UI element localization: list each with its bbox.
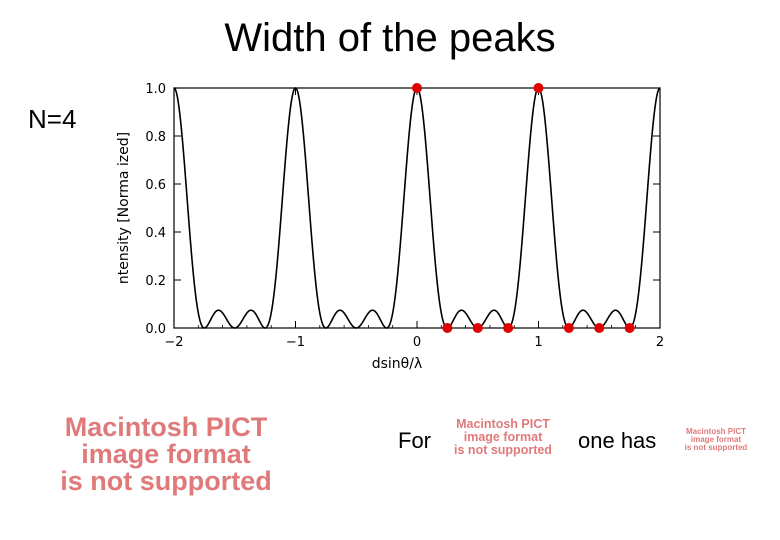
text-one-has: one has xyxy=(578,428,657,453)
pict-line-1: Macintosh PICT xyxy=(456,417,550,431)
y-tick-label: 0.8 xyxy=(145,130,166,145)
pict-line-2: image format xyxy=(463,430,543,445)
pict-line-1: Macintosh PICT xyxy=(64,412,268,442)
y-tick-label: 0.0 xyxy=(145,322,166,337)
red-marker xyxy=(563,323,574,333)
x-tick-label: −2 xyxy=(164,335,183,350)
red-marker xyxy=(624,323,635,333)
pict-line-3: is not supported xyxy=(60,466,272,496)
red-marker xyxy=(594,323,605,333)
plot-frame xyxy=(173,87,661,329)
pict-placeholder-small: Macintosh PICT image format is not suppo… xyxy=(674,428,758,452)
red-marker xyxy=(442,323,453,333)
x-tick-label: 2 xyxy=(656,335,664,350)
y-tick-label: 1.0 xyxy=(145,82,166,97)
y-tick-label: 0.4 xyxy=(145,226,166,241)
pict-placeholder-large: Macintosh PICT image format is not suppo… xyxy=(14,414,318,495)
y-axis-label: ntensity [Norma ized] xyxy=(116,132,132,284)
x-axis-label: dsinθ/λ xyxy=(372,356,423,372)
slide-title: Width of the peaks xyxy=(224,16,556,60)
pict-placeholder-mid: Macintosh PICT image format is not suppo… xyxy=(438,417,568,458)
x-tick-label: 0 xyxy=(413,335,421,350)
pict-line-2: image format xyxy=(81,439,251,469)
y-tick-label: 0.2 xyxy=(145,274,166,289)
text-for: For xyxy=(398,428,431,453)
red-marker xyxy=(533,83,544,93)
red-marker xyxy=(472,323,483,333)
x-tick-label: 1 xyxy=(534,335,542,350)
intensity-chart: −2 −1 0 1 2 0.0 0.2 0.4 0.6 0.8 1.0 dsinθ/λ ntensity… xyxy=(116,82,664,372)
pict-line-2: image format xyxy=(690,435,742,444)
pict-line-3: is not supported xyxy=(684,443,748,452)
x-tick-label: −1 xyxy=(286,335,305,350)
red-marker xyxy=(412,83,422,93)
pict-line-3: is not supported xyxy=(454,443,552,458)
pict-line-1: Macintosh PICT xyxy=(685,427,746,436)
red-marker xyxy=(503,323,514,333)
intensity-curve xyxy=(173,87,661,329)
y-tick-label: 0.6 xyxy=(145,178,166,193)
n-label: N=4 xyxy=(28,104,77,134)
